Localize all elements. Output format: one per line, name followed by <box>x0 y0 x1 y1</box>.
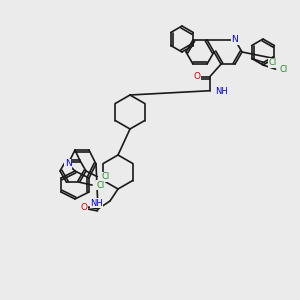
Text: Cl: Cl <box>101 172 110 181</box>
Text: O: O <box>194 72 200 81</box>
Text: Cl: Cl <box>268 58 277 67</box>
Text: NH: NH <box>215 87 228 96</box>
Text: O: O <box>80 202 88 211</box>
Text: N: N <box>232 35 238 44</box>
Text: N: N <box>64 160 71 169</box>
Text: Cl: Cl <box>96 181 104 190</box>
Text: Cl: Cl <box>280 65 288 74</box>
Text: NH: NH <box>90 199 103 208</box>
